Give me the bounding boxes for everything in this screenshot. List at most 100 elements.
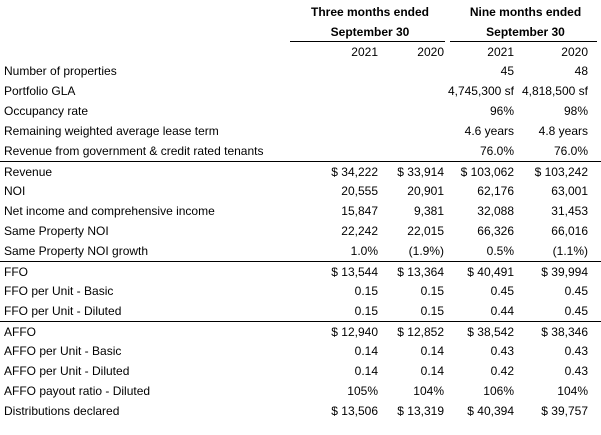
cell-ytd-2021: 4.6 years bbox=[464, 124, 514, 138]
cell-ytd-2021: 0.43 bbox=[490, 344, 514, 358]
table-row: Revenue $ 34,222 $ 33,914 $ 103,062 $ 103,24… bbox=[0, 161, 601, 181]
cell-ytd-2020: 63,001 bbox=[551, 184, 588, 198]
cell-ytd-2021: 4,745,300 sf bbox=[447, 84, 514, 98]
cell-q-2020: 104% bbox=[413, 384, 444, 398]
cell-q-2021: 15,847 bbox=[341, 204, 378, 218]
cell-ytd-2020: 0.45 bbox=[564, 304, 588, 318]
row-label: Revenue bbox=[4, 165, 53, 179]
row-label: Net income and comprehensive income bbox=[4, 204, 215, 218]
cell-ytd-2021: 96% bbox=[489, 104, 514, 118]
row-label: Distributions declared bbox=[4, 404, 120, 418]
cell-q-2020: 20,901 bbox=[407, 184, 444, 198]
table-row: AFFO per Unit - Diluted 0.14 0.14 0.42 0.43 bbox=[0, 361, 601, 381]
table-row: FFO per Unit - Basic 0.15 0.15 0.45 0.45 bbox=[0, 281, 601, 301]
table-row: FFO $ 13,544 $ 13,364 $ 40,491 $ 39,994 bbox=[0, 261, 601, 281]
row-label: FFO bbox=[4, 265, 28, 279]
row-label: Remaining weighted average lease term bbox=[4, 124, 219, 138]
cell-q-2021: 1.0% bbox=[350, 244, 378, 258]
cell-ytd-2021: 0.42 bbox=[490, 364, 514, 378]
cell-ytd-2020: 31,453 bbox=[551, 204, 588, 218]
cell-ytd-2021: $ 40,491 bbox=[467, 265, 514, 279]
table-row: NOI 20,555 20,901 62,176 63,001 bbox=[0, 181, 601, 201]
cell-ytd-2020: 4.8 years bbox=[538, 124, 588, 138]
row-label: Number of properties bbox=[4, 64, 117, 78]
table-row: AFFO payout ratio - Diluted 105% 104% 106% 1… bbox=[0, 381, 601, 401]
cell-q-2020: (1.9%) bbox=[408, 244, 444, 258]
year-header-ytd-2020: 2020 bbox=[561, 45, 588, 59]
cell-ytd-2020: 104% bbox=[557, 384, 588, 398]
cell-q-2020: 0.15 bbox=[420, 304, 444, 318]
cell-q-2020: 0.14 bbox=[420, 344, 444, 358]
three-months-header: Three months ended bbox=[310, 5, 429, 19]
cell-ytd-2020: 0.43 bbox=[564, 364, 588, 378]
cell-q-2021: 0.14 bbox=[354, 344, 378, 358]
cell-q-2020: 0.15 bbox=[420, 284, 444, 298]
table-row: Distributions declared $ 13,506 $ 13,319 $ … bbox=[0, 401, 601, 421]
row-label: Occupancy rate bbox=[4, 104, 89, 118]
cell-ytd-2020: (1.1%) bbox=[552, 244, 588, 258]
nine-months-header: Nine months ended bbox=[469, 5, 582, 19]
cell-q-2020: $ 13,364 bbox=[397, 265, 444, 279]
cell-ytd-2020: 48 bbox=[574, 64, 588, 78]
table-row: Occupancy rate 96% 98% bbox=[0, 101, 601, 121]
cell-ytd-2020: $ 39,757 bbox=[541, 404, 588, 418]
table-row: FFO per Unit - Diluted 0.15 0.15 0.44 0.45 bbox=[0, 301, 601, 321]
table-row: Portfolio GLA 4,745,300 sf 4,818,500 sf bbox=[0, 81, 601, 101]
cell-ytd-2020: $ 39,994 bbox=[541, 265, 588, 279]
row-label: NOI bbox=[4, 184, 26, 198]
cell-ytd-2021: 45 bbox=[500, 64, 514, 78]
row-label: Same Property NOI growth bbox=[4, 244, 149, 258]
cell-ytd-2020: 0.43 bbox=[564, 344, 588, 358]
cell-ytd-2021: 76.0% bbox=[479, 144, 514, 158]
table-row: AFFO $ 12,940 $ 12,852 $ 38,542 $ 38,346 bbox=[0, 321, 601, 341]
cell-ytd-2020: 76.0% bbox=[553, 144, 588, 158]
cell-q-2020: 9,381 bbox=[413, 204, 444, 218]
year-header-q-2020: 2020 bbox=[417, 45, 444, 59]
row-label: FFO per Unit - Diluted bbox=[4, 304, 122, 318]
row-label: Revenue from government & credit rated t… bbox=[4, 144, 264, 158]
row-label: FFO per Unit - Basic bbox=[4, 284, 114, 298]
table-row: Same Property NOI growth 1.0% (1.9%) 0.5% (1… bbox=[0, 241, 601, 261]
cell-ytd-2021: 106% bbox=[483, 384, 514, 398]
nine-months-subheader: September 30 bbox=[486, 25, 565, 39]
header-rule-nine-months bbox=[450, 41, 597, 42]
row-label: Portfolio GLA bbox=[4, 84, 76, 98]
table-row: Remaining weighted average lease term 4.6… bbox=[0, 121, 601, 141]
cell-q-2021: 20,555 bbox=[341, 184, 378, 198]
row-label: AFFO per Unit - Diluted bbox=[4, 364, 130, 378]
cell-q-2021: $ 13,544 bbox=[331, 265, 378, 279]
cell-q-2021: 22,242 bbox=[341, 224, 378, 238]
cell-ytd-2021: $ 38,542 bbox=[467, 325, 514, 339]
cell-ytd-2021: 62,176 bbox=[477, 184, 514, 198]
row-label: AFFO payout ratio - Diluted bbox=[4, 384, 151, 398]
year-header-ytd-2021: 2021 bbox=[487, 45, 514, 59]
cell-q-2021: 0.15 bbox=[354, 284, 378, 298]
row-label: AFFO bbox=[4, 325, 36, 339]
year-header-q-2021: 2021 bbox=[351, 45, 378, 59]
cell-ytd-2021: 0.5% bbox=[486, 244, 514, 258]
table-row: Revenue from government & credit rated t… bbox=[0, 141, 601, 161]
cell-ytd-2021: $ 40,394 bbox=[467, 404, 514, 418]
table-row: AFFO per Unit - Basic 0.14 0.14 0.43 0.43 bbox=[0, 341, 601, 361]
cell-ytd-2020: 0.45 bbox=[564, 284, 588, 298]
cell-ytd-2020: $ 103,242 bbox=[534, 165, 588, 179]
cell-q-2021: $ 34,222 bbox=[331, 165, 378, 179]
cell-q-2021: 0.14 bbox=[354, 364, 378, 378]
cell-ytd-2021: 66,326 bbox=[477, 224, 514, 238]
cell-ytd-2020: 66,016 bbox=[551, 224, 588, 238]
cell-ytd-2021: $ 103,062 bbox=[460, 165, 514, 179]
three-months-subheader: September 30 bbox=[330, 25, 410, 39]
cell-ytd-2021: 0.45 bbox=[490, 284, 514, 298]
cell-q-2020: 0.14 bbox=[420, 364, 444, 378]
cell-q-2020: $ 12,852 bbox=[397, 325, 444, 339]
cell-ytd-2021: 0.44 bbox=[490, 304, 514, 318]
cell-ytd-2021: 32,088 bbox=[477, 204, 514, 218]
cell-q-2021: $ 13,506 bbox=[331, 404, 378, 418]
cell-q-2021: $ 12,940 bbox=[331, 325, 378, 339]
row-label: AFFO per Unit - Basic bbox=[4, 344, 122, 358]
table-row: Number of properties 45 48 bbox=[0, 61, 601, 81]
cell-ytd-2020: $ 38,346 bbox=[541, 325, 588, 339]
table-row: Net income and comprehensive income 15,84… bbox=[0, 201, 601, 221]
cell-ytd-2020: 98% bbox=[563, 104, 588, 118]
cell-q-2021: 105% bbox=[347, 384, 378, 398]
